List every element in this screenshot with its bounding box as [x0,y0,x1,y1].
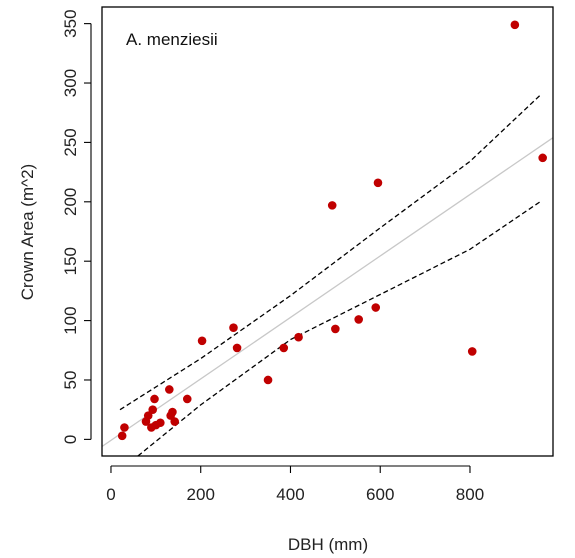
x-axis: 0 200 400 600 800 [106,465,484,504]
y-axis-title: Crown Area (m^2) [18,164,37,300]
y-tick-label: 150 [61,247,80,275]
data-point [182,394,192,404]
data-point [197,336,207,346]
confidence-lower-line [137,200,543,457]
plot-frame [101,6,554,457]
data-point [168,407,177,417]
y-tick-label: 0 [61,435,80,444]
x-axis-title: DBH (mm) [288,535,368,554]
confidence-upper-line [119,93,543,411]
x-tick-label: 0 [106,485,115,504]
data-point [148,405,158,414]
data-point [156,418,165,428]
x-tick-label: 200 [187,485,215,504]
y-tick-label: 350 [61,9,80,37]
data-point [510,20,520,30]
data-point [354,315,363,324]
y-tick-label: 100 [61,306,80,334]
y-tick-label: 50 [61,371,80,390]
data-point [331,324,340,334]
y-axis: 0 50 100 150 200 250 300 350 [61,9,92,444]
data-point [538,153,547,163]
x-tick-label: 400 [276,485,304,504]
data-point [294,332,303,342]
data-point [229,323,238,333]
data-point [170,417,179,426]
x-tick-label: 600 [366,485,394,504]
data-point [120,423,129,432]
y-tick-label: 250 [61,128,80,156]
y-tick-label: 200 [61,188,80,216]
data-point [467,347,477,356]
confidence-band-lines [119,93,543,457]
data-point [279,343,289,353]
y-tick-label: 300 [61,69,80,97]
data-point [373,178,383,188]
data-point [117,431,127,441]
data-point [165,385,174,394]
data-point [371,303,381,312]
data-point [143,411,153,420]
species-annotation: A. menziesii [126,30,218,49]
regression-fit-line-group [101,137,554,448]
data-point [150,394,159,404]
data-points [117,20,547,441]
x-tick-label: 800 [456,485,484,504]
data-point [263,375,273,385]
data-point [232,343,242,353]
regression-fit-line [101,137,554,448]
data-point [327,201,337,210]
